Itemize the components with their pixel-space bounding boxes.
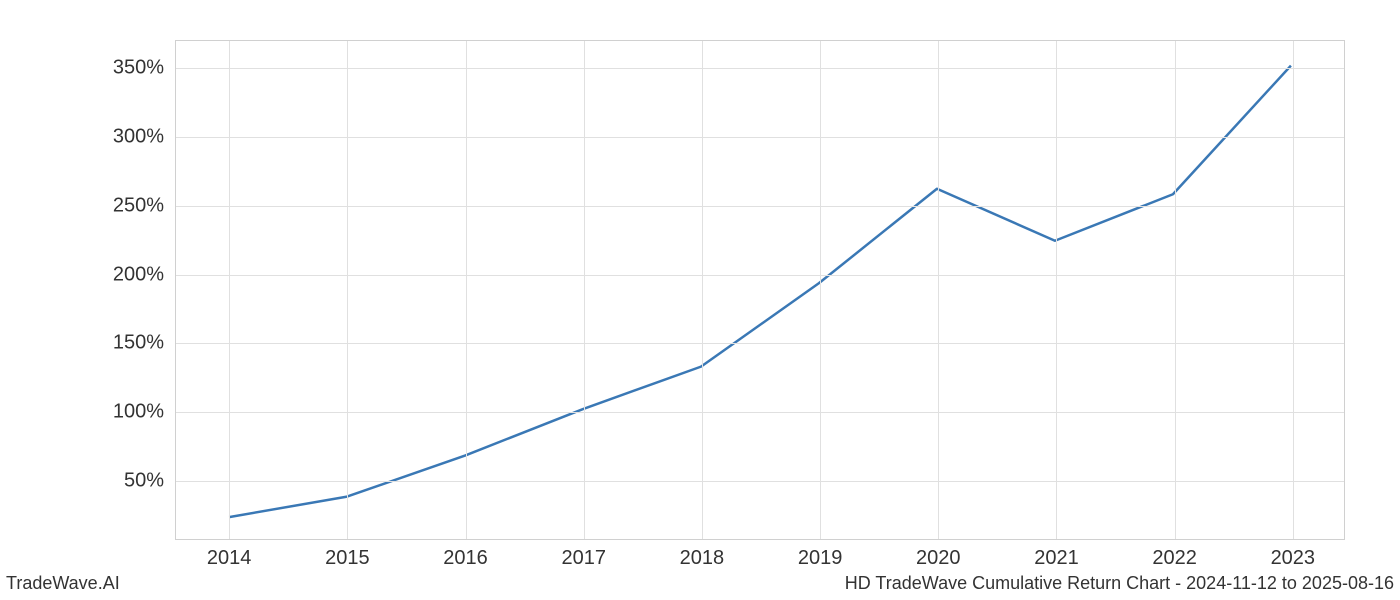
grid-line-vertical	[1175, 41, 1176, 539]
grid-line-horizontal	[176, 206, 1344, 207]
x-tick-label: 2016	[443, 547, 488, 570]
grid-line-vertical	[229, 41, 230, 539]
grid-line-vertical	[1293, 41, 1294, 539]
y-tick-label: 150%	[113, 332, 164, 355]
x-tick-label: 2019	[798, 547, 843, 570]
grid-line-vertical	[584, 41, 585, 539]
x-tick-label: 2023	[1271, 547, 1316, 570]
grid-line-horizontal	[176, 68, 1344, 69]
grid-line-horizontal	[176, 481, 1344, 482]
y-tick-label: 350%	[113, 57, 164, 80]
plot-area: 2014201520162017201820192020202120222023…	[175, 40, 1345, 540]
grid-line-horizontal	[176, 275, 1344, 276]
x-tick-label: 2017	[561, 547, 606, 570]
grid-line-vertical	[938, 41, 939, 539]
footer-left-label: TradeWave.AI	[6, 573, 120, 594]
grid-line-vertical	[347, 41, 348, 539]
grid-line-vertical	[820, 41, 821, 539]
grid-line-horizontal	[176, 137, 1344, 138]
x-tick-label: 2020	[916, 547, 961, 570]
y-tick-label: 50%	[124, 469, 164, 492]
y-tick-label: 100%	[113, 400, 164, 423]
x-tick-label: 2015	[325, 547, 370, 570]
x-tick-label: 2021	[1034, 547, 1079, 570]
y-tick-label: 300%	[113, 126, 164, 149]
x-tick-label: 2022	[1152, 547, 1197, 570]
y-tick-label: 250%	[113, 194, 164, 217]
data-line	[229, 66, 1291, 517]
grid-line-vertical	[1056, 41, 1057, 539]
x-tick-label: 2018	[680, 547, 725, 570]
line-chart-svg	[176, 41, 1344, 539]
footer-right-label: HD TradeWave Cumulative Return Chart - 2…	[845, 573, 1394, 594]
grid-line-vertical	[702, 41, 703, 539]
grid-line-horizontal	[176, 343, 1344, 344]
y-tick-label: 200%	[113, 263, 164, 286]
grid-line-vertical	[466, 41, 467, 539]
x-tick-label: 2014	[207, 547, 252, 570]
grid-line-horizontal	[176, 412, 1344, 413]
chart-container: 2014201520162017201820192020202120222023…	[175, 40, 1345, 540]
